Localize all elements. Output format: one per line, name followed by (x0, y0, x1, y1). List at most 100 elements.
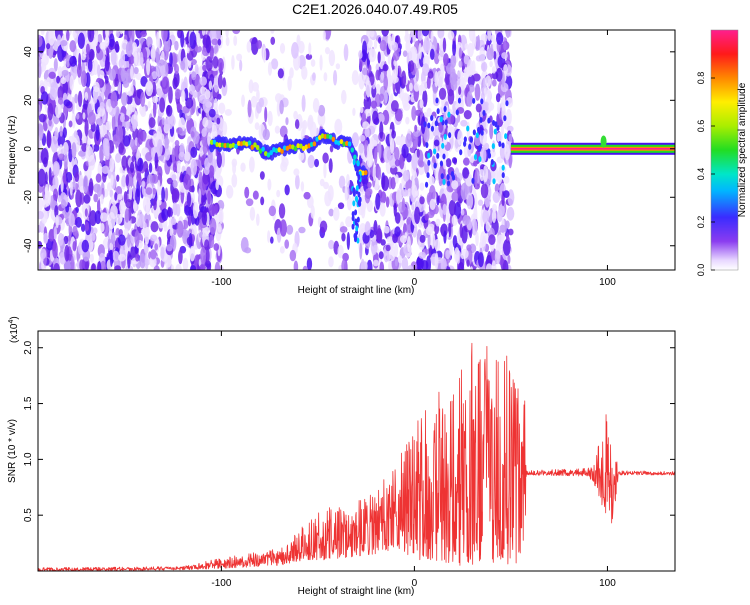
spectrogram-cell (85, 260, 89, 270)
spectrogram-cell (161, 186, 166, 203)
spectrogram-x-ticks: -100 0 100 (211, 30, 616, 288)
spectrogram-cell (202, 172, 209, 185)
spectrogram-ridge-cell (441, 142, 445, 149)
spectrogram-cell (218, 102, 226, 114)
spectrogram-ridge-cell (234, 143, 238, 149)
spectrogram-cell (503, 40, 507, 51)
spectrogram-cell (411, 105, 417, 121)
spectrogram-cell (381, 175, 389, 192)
spectrogram-cell (324, 47, 331, 55)
spectrogram-cell (167, 206, 172, 217)
spectrogram-cell (200, 246, 207, 265)
spectrogram-cell (85, 43, 90, 56)
spectrogram-cell (420, 80, 428, 92)
spectrogram-cell (217, 38, 222, 46)
spectrogram-cell (55, 103, 62, 119)
spectrogram-cell (189, 84, 195, 95)
spectrogram-ridge-cell (439, 116, 443, 123)
spectrogram-cell (373, 39, 378, 50)
spectrogram-cell (172, 162, 177, 173)
spectrogram-y-ticks: -40 -20 0 20 40 (23, 46, 675, 253)
spectrogram-cell (270, 36, 276, 45)
spectrogram-cell (454, 247, 460, 263)
spectrogram-ridge-cell (209, 139, 214, 145)
spectrogram-cell (131, 30, 135, 43)
spectrogram-x-tick-label: 100 (599, 277, 616, 288)
spectrogram-cell (334, 118, 343, 135)
spectrogram-cell (188, 185, 194, 193)
spectrogram-cell (393, 76, 399, 83)
colorbar-tick-label: 0.6 (696, 120, 706, 133)
spectrogram-cell (79, 259, 84, 270)
spectrogram-cell (492, 191, 501, 203)
spectrogram-cell (460, 119, 468, 127)
spectrogram-cell (485, 263, 493, 270)
spectrogram-cell (289, 249, 297, 262)
spectrogram-cell (49, 88, 58, 101)
spectrogram-cell (177, 30, 183, 39)
spectrogram-cell (211, 124, 218, 140)
spectrogram-cell (366, 143, 372, 158)
spectrogram-ridge-cell (280, 148, 284, 154)
spectrogram-cell (267, 61, 273, 76)
spectrogram-cell (133, 67, 139, 75)
spectrogram-cell (151, 174, 159, 184)
spectrogram-cell (394, 159, 401, 167)
spectrogram-y-axis-label: Frequency (Hz) (7, 116, 18, 185)
spectrogram-ridge-cell (430, 114, 434, 121)
spectrogram-cell (318, 104, 326, 117)
spectrogram-cell (109, 249, 113, 267)
spectrogram-cell (250, 36, 259, 55)
spectrogram-cell (166, 177, 174, 185)
spectrogram-cell (80, 70, 88, 88)
spectrogram-cell (129, 139, 135, 148)
spectrogram-cell (110, 174, 114, 186)
spectrogram-cell (503, 64, 508, 75)
snr-x-ticks: -100 0 100 (211, 331, 616, 589)
spectrogram-cell (294, 119, 300, 130)
spectrogram-cell (378, 141, 382, 160)
spectrogram-cell (491, 66, 496, 74)
spectrogram-ridge-cell (261, 146, 265, 152)
spectrogram-cell (82, 112, 86, 120)
spectrogram-cell (270, 30, 275, 34)
spectrogram-cell (181, 90, 186, 103)
spectrogram-cell (119, 114, 125, 123)
spectrogram-cell (370, 238, 378, 256)
spectrogram-cell (213, 98, 218, 113)
spectrogram-ridge-cell (457, 97, 462, 104)
spectrogram-cell (443, 53, 449, 67)
spectrogram-cell (141, 180, 146, 188)
spectrogram-ridge-cell (363, 170, 368, 176)
spectrogram-cell (279, 219, 287, 237)
spectrogram-cell (319, 54, 323, 71)
spectrogram-cell (414, 206, 421, 225)
spectrogram-cell (182, 257, 189, 270)
spectrogram-cell (73, 130, 78, 138)
spectrogram-cell (105, 56, 110, 72)
spectrogram-cell (214, 261, 221, 270)
spectrogram-cell (341, 232, 346, 242)
spectrogram-cell (462, 214, 470, 226)
spectrogram-cell (199, 76, 208, 86)
spectrogram-cell (96, 261, 100, 270)
spectrogram-cell (91, 232, 96, 242)
spectrogram-cell (402, 50, 408, 57)
spectrogram-ridge-cell (293, 146, 298, 152)
spectrogram-ridge-cell (336, 140, 341, 146)
spectrogram-cell (312, 72, 316, 81)
spectrogram-cell (119, 30, 123, 35)
spectrogram-cell (491, 79, 497, 87)
spectrogram-cell (294, 174, 300, 190)
spectrogram-cell (60, 39, 68, 47)
spectrogram-cell (245, 198, 254, 207)
spectrogram-cell (52, 175, 59, 190)
spectrogram-cell (461, 225, 468, 244)
spectrogram-cell (194, 64, 199, 75)
spectrogram-cell (171, 147, 176, 165)
spectrogram-cell (70, 255, 75, 270)
spectrogram-cell (466, 91, 473, 107)
spectrogram-cell (152, 95, 159, 104)
spectrogram-cell (176, 103, 183, 111)
spectrogram-cell (372, 110, 379, 125)
